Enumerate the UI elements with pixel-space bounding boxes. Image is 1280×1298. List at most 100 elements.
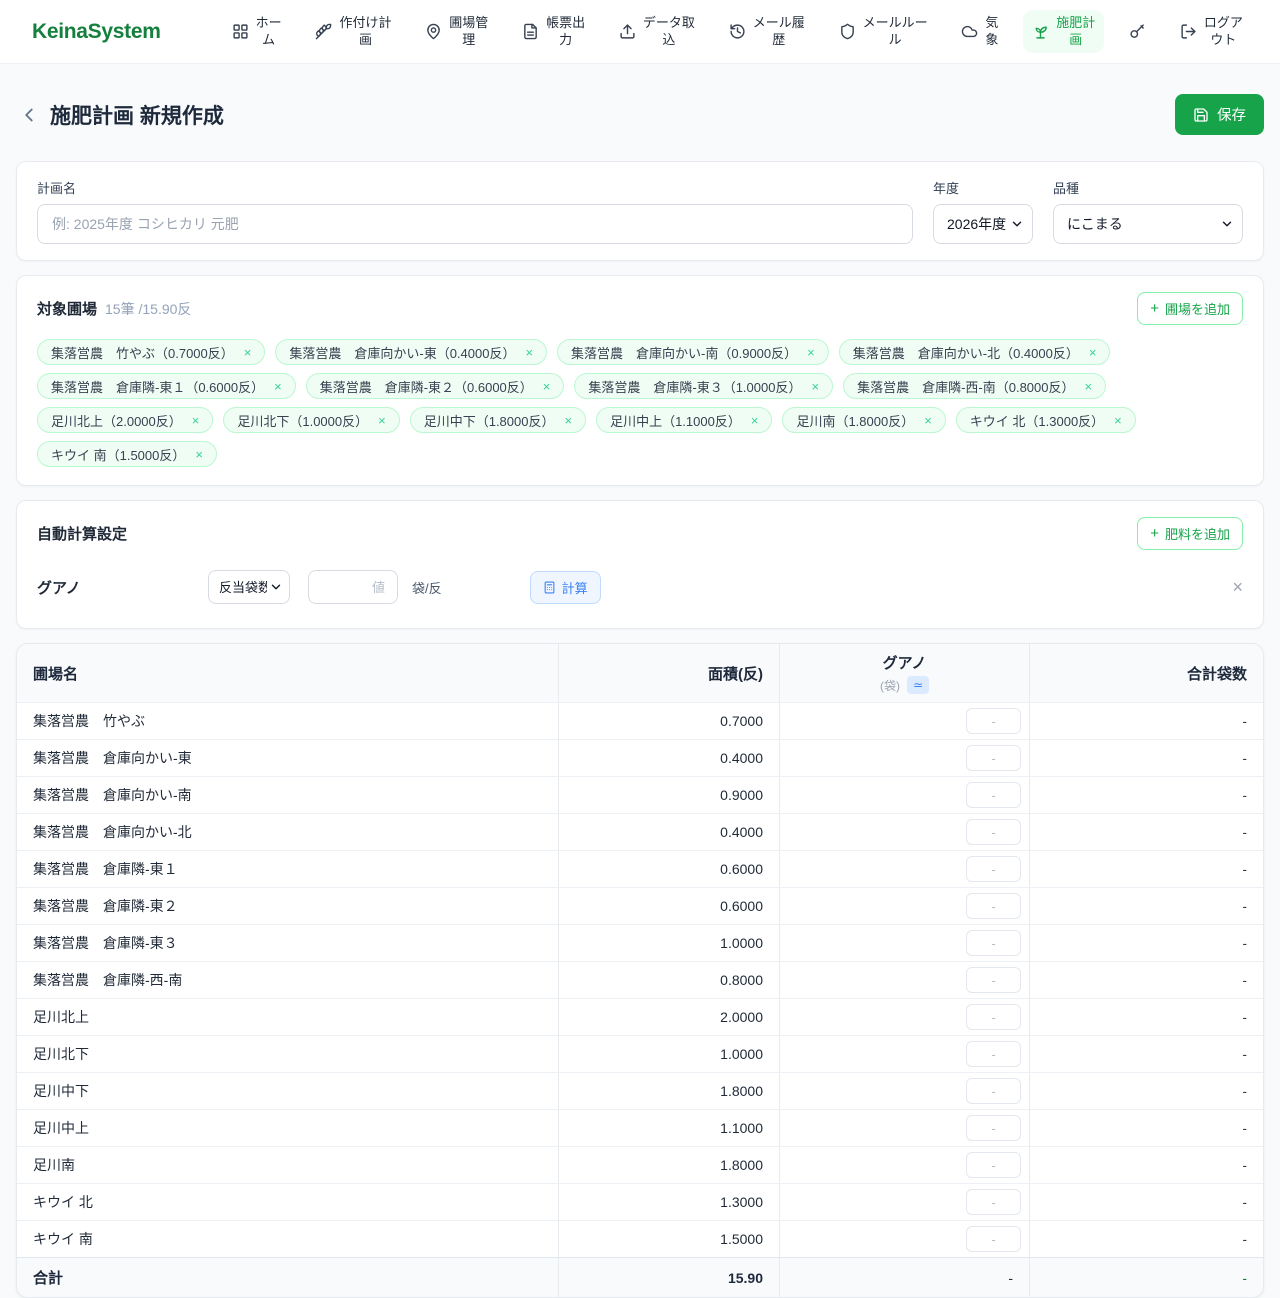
add-field-button[interactable]: + 圃場を追加	[1137, 292, 1243, 325]
nav-item-mail-rules[interactable]: メールルー ル	[830, 10, 937, 54]
field-name-cell: 集落営農 倉庫隣-西-南	[33, 972, 183, 988]
variety-label: 品種	[1053, 181, 1080, 196]
tag-close-icon[interactable]: ×	[1088, 344, 1097, 360]
file-text-icon	[522, 23, 539, 40]
tag-close-icon[interactable]: ×	[1114, 412, 1122, 428]
guano-cell	[779, 1221, 1029, 1257]
guano-bags-input[interactable]	[966, 819, 1021, 845]
guano-cell	[779, 777, 1029, 813]
column-header-guano: グアノ (袋) ≃	[779, 644, 1029, 702]
guano-bags-input[interactable]	[966, 1226, 1021, 1252]
calc-mode-select[interactable]: 反当袋数	[208, 570, 290, 604]
nav-item-report-output[interactable]: 帳票出 力	[513, 10, 594, 54]
remove-fertilizer-icon[interactable]: ×	[1232, 577, 1243, 597]
guano-bags-input[interactable]	[966, 930, 1021, 956]
nav-item-label: 作付け計 画	[339, 14, 392, 47]
field-tag-label: 集落営農 竹やぶ（0.7000反）	[51, 345, 234, 361]
guano-cell	[779, 888, 1029, 924]
field-name-cell: 足川中上	[33, 1120, 89, 1136]
logout-icon	[1180, 23, 1197, 40]
plan-name-group: 計画名	[37, 178, 913, 244]
main-nav: ホー ム 作付け計 画 圃場管 理 帳票出 力 データ取 込	[223, 9, 1252, 54]
nav-item-field-management[interactable]: 圃場管 理	[416, 10, 497, 54]
tag-close-icon[interactable]: ×	[811, 378, 820, 394]
save-button[interactable]: 保存	[1175, 94, 1264, 135]
calculate-button[interactable]: 計算	[529, 570, 601, 604]
guano-bags-input[interactable]	[966, 745, 1021, 771]
year-select[interactable]: 2026年度	[933, 204, 1033, 244]
tag-close-icon[interactable]: ×	[564, 412, 573, 428]
variety-select[interactable]: にこまる	[1053, 204, 1243, 244]
tag-close-icon[interactable]: ×	[243, 344, 252, 360]
guano-bags-input[interactable]	[966, 1189, 1021, 1215]
guano-cell	[779, 740, 1029, 776]
nav-item-label: 気 象	[985, 14, 999, 47]
guano-bags-input[interactable]	[966, 1115, 1021, 1141]
guano-bags-input[interactable]	[966, 856, 1021, 882]
tag-close-icon[interactable]: ×	[525, 344, 534, 360]
guano-bags-input[interactable]	[966, 967, 1021, 993]
add-field-button-label: 圃場を追加	[1164, 302, 1230, 317]
guano-cell	[779, 814, 1029, 850]
guano-bags-input[interactable]	[966, 893, 1021, 919]
field-tag: 集落営農 倉庫向かい-北（0.4000反） ×	[838, 339, 1111, 365]
target-fields-card: 対象圃場 15筆 /15.90反 + 圃場を追加 集落営農 竹やぶ（0.7000…	[16, 275, 1264, 486]
area-cell: 0.6000	[558, 888, 779, 924]
nav-item-label: メール履 歴	[752, 14, 805, 47]
total-bags-cell: -	[1029, 1110, 1263, 1146]
nav-item-weather[interactable]: 気 象	[952, 10, 1007, 54]
field-tag-label: 足川北下（1.0000反）	[237, 413, 369, 429]
tag-close-icon[interactable]: ×	[807, 344, 815, 360]
calculator-icon	[544, 581, 554, 593]
field-tag: キウイ 南（1.5000反） ×	[37, 441, 217, 467]
plan-form-card: 計画名 年度 2026年度 品種 にこまる	[16, 161, 1264, 261]
table-row: 集落営農 竹やぶ 0.7000 -	[17, 702, 1263, 739]
guano-bags-input[interactable]	[966, 708, 1021, 734]
total-bags-cell: -	[1029, 925, 1263, 961]
field-tag-label: キウイ 南（1.5000反）	[51, 447, 186, 463]
nav-item-mail-history[interactable]: メール履 歴	[720, 10, 814, 54]
tag-close-icon[interactable]: ×	[750, 412, 759, 428]
tag-close-icon[interactable]: ×	[378, 412, 386, 428]
guano-bags-input[interactable]	[966, 1041, 1021, 1067]
map-pin-icon	[425, 23, 442, 40]
nav-item-password[interactable]	[1120, 18, 1155, 45]
upload-icon	[619, 23, 636, 40]
nav-item-fertilization-plan[interactable]: 施肥計 画	[1023, 9, 1105, 54]
total-bags-cell: -	[1029, 740, 1263, 776]
plan-name-input[interactable]	[37, 204, 913, 244]
table-row: 集落営農 倉庫向かい-南 0.9000 -	[17, 776, 1263, 813]
tag-close-icon[interactable]: ×	[542, 378, 551, 394]
table-row: 集落営農 倉庫隣-東２ 0.6000 -	[17, 887, 1263, 924]
table-row: キウイ 南 1.5000 -	[17, 1220, 1263, 1257]
tag-close-icon[interactable]: ×	[195, 446, 203, 462]
guano-bags-input[interactable]	[966, 782, 1021, 808]
year-group: 年度 2026年度	[933, 178, 1033, 244]
plus-icon: +	[1150, 300, 1159, 317]
add-fertilizer-button[interactable]: + 肥料を追加	[1137, 517, 1243, 550]
tag-close-icon[interactable]: ×	[924, 412, 932, 428]
nav-item-data-import[interactable]: データ取 込	[610, 10, 704, 54]
table-row: 集落営農 倉庫隣-西-南 0.8000 -	[17, 961, 1263, 998]
guano-bags-input[interactable]	[966, 1152, 1021, 1178]
nav-item-home[interactable]: ホー ム	[223, 10, 291, 54]
guano-bags-input[interactable]	[966, 1078, 1021, 1104]
brand-logo[interactable]: KeinaSystem	[32, 19, 161, 43]
nav-item-label: メールルー ル	[862, 14, 928, 47]
field-tag-label: 足川南（1.8000反）	[796, 413, 915, 429]
guano-cell	[779, 1073, 1029, 1109]
nav-item-logout[interactable]: ログア ウト	[1171, 10, 1252, 54]
nav-item-planting-plan[interactable]: 作付け計 画	[306, 10, 400, 54]
table-body: 集落営農 竹やぶ 0.7000 - 集落営農 倉庫向かい-東 0.4000 - …	[17, 702, 1263, 1257]
guano-bags-input[interactable]	[966, 1004, 1021, 1030]
nav-item-label: 圃場管 理	[449, 14, 489, 47]
tag-close-icon[interactable]: ×	[274, 378, 282, 394]
guano-cell	[779, 999, 1029, 1035]
tag-close-icon[interactable]: ×	[191, 412, 200, 428]
back-chevron-icon[interactable]	[18, 104, 40, 126]
guano-cell	[779, 1036, 1029, 1072]
nav-item-label: 帳票出 力	[546, 14, 586, 47]
area-cell: 1.8000	[558, 1147, 779, 1183]
calc-value-input[interactable]	[308, 570, 398, 604]
tag-close-icon[interactable]: ×	[1084, 378, 1093, 394]
